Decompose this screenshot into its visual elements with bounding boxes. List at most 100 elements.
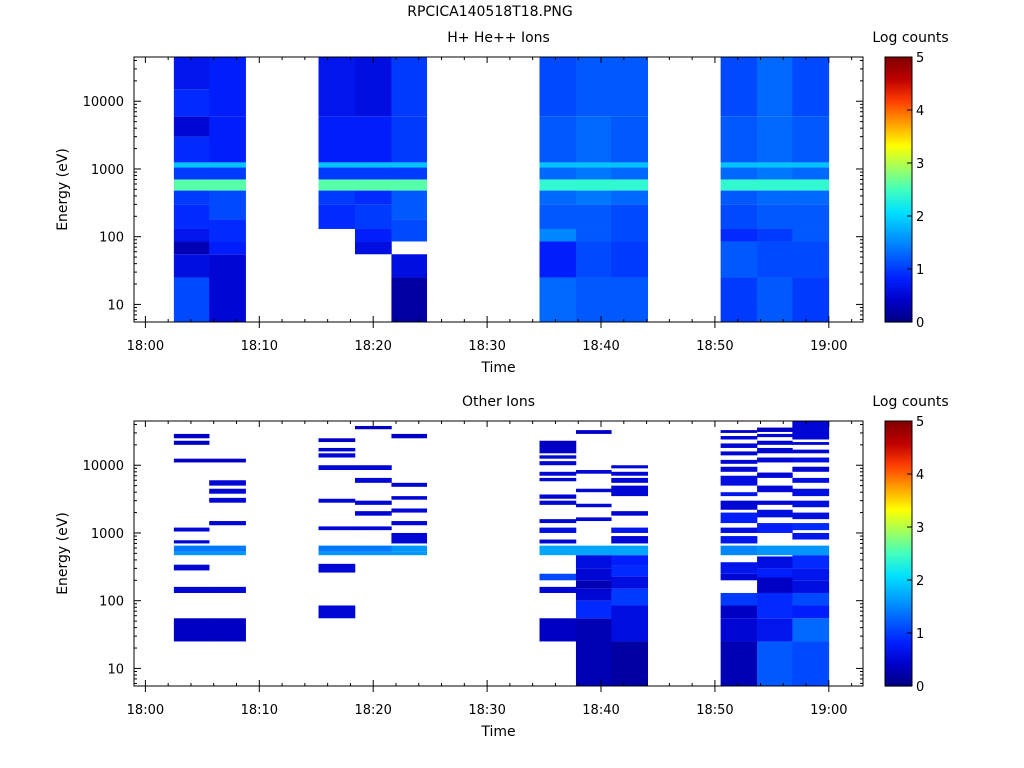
y-tick-label: 1000 — [91, 527, 124, 542]
colorbar-swatch — [885, 136, 912, 140]
colorbar-swatch — [885, 498, 912, 502]
heatmap-cell — [539, 167, 577, 180]
colorbar-swatch — [885, 518, 912, 521]
colorbar-swatch — [885, 180, 912, 184]
heatmap-cell — [757, 472, 793, 478]
colorbar-swatch — [885, 103, 912, 107]
colorbar-swatch — [885, 644, 912, 647]
colorbar-swatch — [885, 187, 912, 191]
colorbar-swatch — [885, 310, 912, 314]
colorbar-swatch — [885, 562, 912, 566]
heatmap-cell — [611, 527, 649, 533]
heatmap-cell — [209, 480, 246, 486]
heatmap-cell — [539, 545, 577, 556]
heatmap-cell — [391, 433, 428, 439]
heatmap-cell — [720, 204, 758, 229]
heatmap-cell — [575, 228, 612, 242]
heatmap-cell — [720, 241, 758, 278]
colorbar-swatch — [885, 434, 912, 438]
colorbar-swatch — [885, 160, 912, 164]
heatmap-cell — [173, 162, 210, 168]
colorbar-tick-label: 4 — [916, 104, 924, 119]
heatmap-cell — [318, 179, 356, 191]
colorbar-swatch — [885, 242, 912, 246]
heatmap-cell — [757, 440, 793, 445]
heatmap-cell — [318, 563, 356, 573]
colorbar-swatch — [885, 520, 912, 524]
heatmap-cell — [757, 228, 793, 242]
heatmap-cell — [173, 228, 210, 242]
heatmap-cell — [720, 116, 758, 163]
colorbar-swatch — [885, 297, 912, 301]
heatmap-cell — [611, 576, 649, 589]
colorbar-swatch — [885, 427, 912, 431]
heatmap-cell — [611, 485, 649, 497]
colorbar-swatch — [885, 663, 912, 667]
heatmap-cell — [575, 162, 612, 168]
colorbar-swatch — [885, 575, 912, 579]
heatmap-cell — [209, 458, 246, 463]
heatmap-cell — [757, 641, 793, 686]
colorbar-swatch — [885, 196, 912, 199]
colorbar-swatch — [885, 90, 912, 93]
heatmap-cell — [757, 277, 793, 322]
heatmap-cell — [575, 241, 612, 278]
heatmap-cell — [318, 447, 356, 452]
colorbar-swatch — [885, 313, 912, 316]
colorbar-swatch — [885, 456, 912, 460]
colorbar-swatch — [885, 513, 912, 517]
heatmap-cell — [792, 241, 830, 278]
heatmap-cell — [539, 116, 577, 163]
heatmap-cell — [792, 277, 830, 322]
colorbar-swatch — [885, 253, 912, 257]
heatmap-cell — [539, 455, 577, 459]
colorbar-swatch — [885, 619, 912, 623]
heatmap-cell — [720, 190, 758, 205]
colorbar-swatch — [885, 476, 912, 480]
heatmap-cell — [720, 179, 758, 191]
colorbar-swatch — [885, 436, 912, 440]
heatmap-cell — [173, 551, 210, 556]
colorbar-swatch — [885, 527, 912, 530]
colorbar-swatch — [885, 76, 912, 80]
heatmap-cell — [720, 512, 758, 524]
x-tick-label: 19:00 — [810, 703, 847, 718]
heatmap-cell — [391, 521, 428, 526]
colorbar-swatch — [885, 595, 912, 599]
heatmap-cell — [539, 494, 577, 499]
colorbar-swatch — [885, 641, 912, 645]
heatmap-cell — [209, 618, 246, 642]
colorbar-swatch — [885, 657, 912, 661]
heatmap-cell — [792, 449, 830, 454]
heatmap-cell — [575, 503, 612, 508]
colorbar-swatch — [885, 264, 912, 268]
heatmap-cell — [611, 555, 649, 566]
heatmap-cell — [575, 568, 612, 581]
colorbar-swatch — [885, 502, 912, 506]
heatmap-cell — [757, 204, 793, 229]
colorbar-swatch — [885, 551, 912, 555]
colorbar-swatch — [885, 478, 912, 482]
heatmap-cell — [173, 545, 210, 552]
heatmap-cell — [209, 586, 246, 593]
colorbar-swatch — [885, 635, 912, 639]
colorbar-swatch — [885, 59, 912, 63]
heatmap-cell — [173, 204, 210, 229]
colorbar-label: Log counts — [872, 30, 948, 46]
heatmap-cell — [539, 461, 577, 466]
heatmap-cell — [209, 219, 246, 242]
heatmap-cell — [318, 465, 356, 471]
heatmap-cell — [209, 497, 246, 503]
heatmap-cell — [792, 179, 830, 191]
colorbar-swatch — [885, 485, 912, 488]
colorbar-swatch — [885, 213, 912, 217]
colorbar-swatch — [885, 74, 912, 78]
heatmap-cell — [318, 204, 356, 229]
colorbar-swatch — [885, 83, 912, 87]
heatmap-cell — [173, 116, 210, 137]
colorbar-tick-label: 1 — [916, 627, 924, 642]
heatmap-cell — [575, 57, 612, 117]
colorbar-swatch — [885, 299, 912, 303]
heatmap-cell — [792, 592, 830, 606]
heatmap-cell — [539, 277, 577, 322]
